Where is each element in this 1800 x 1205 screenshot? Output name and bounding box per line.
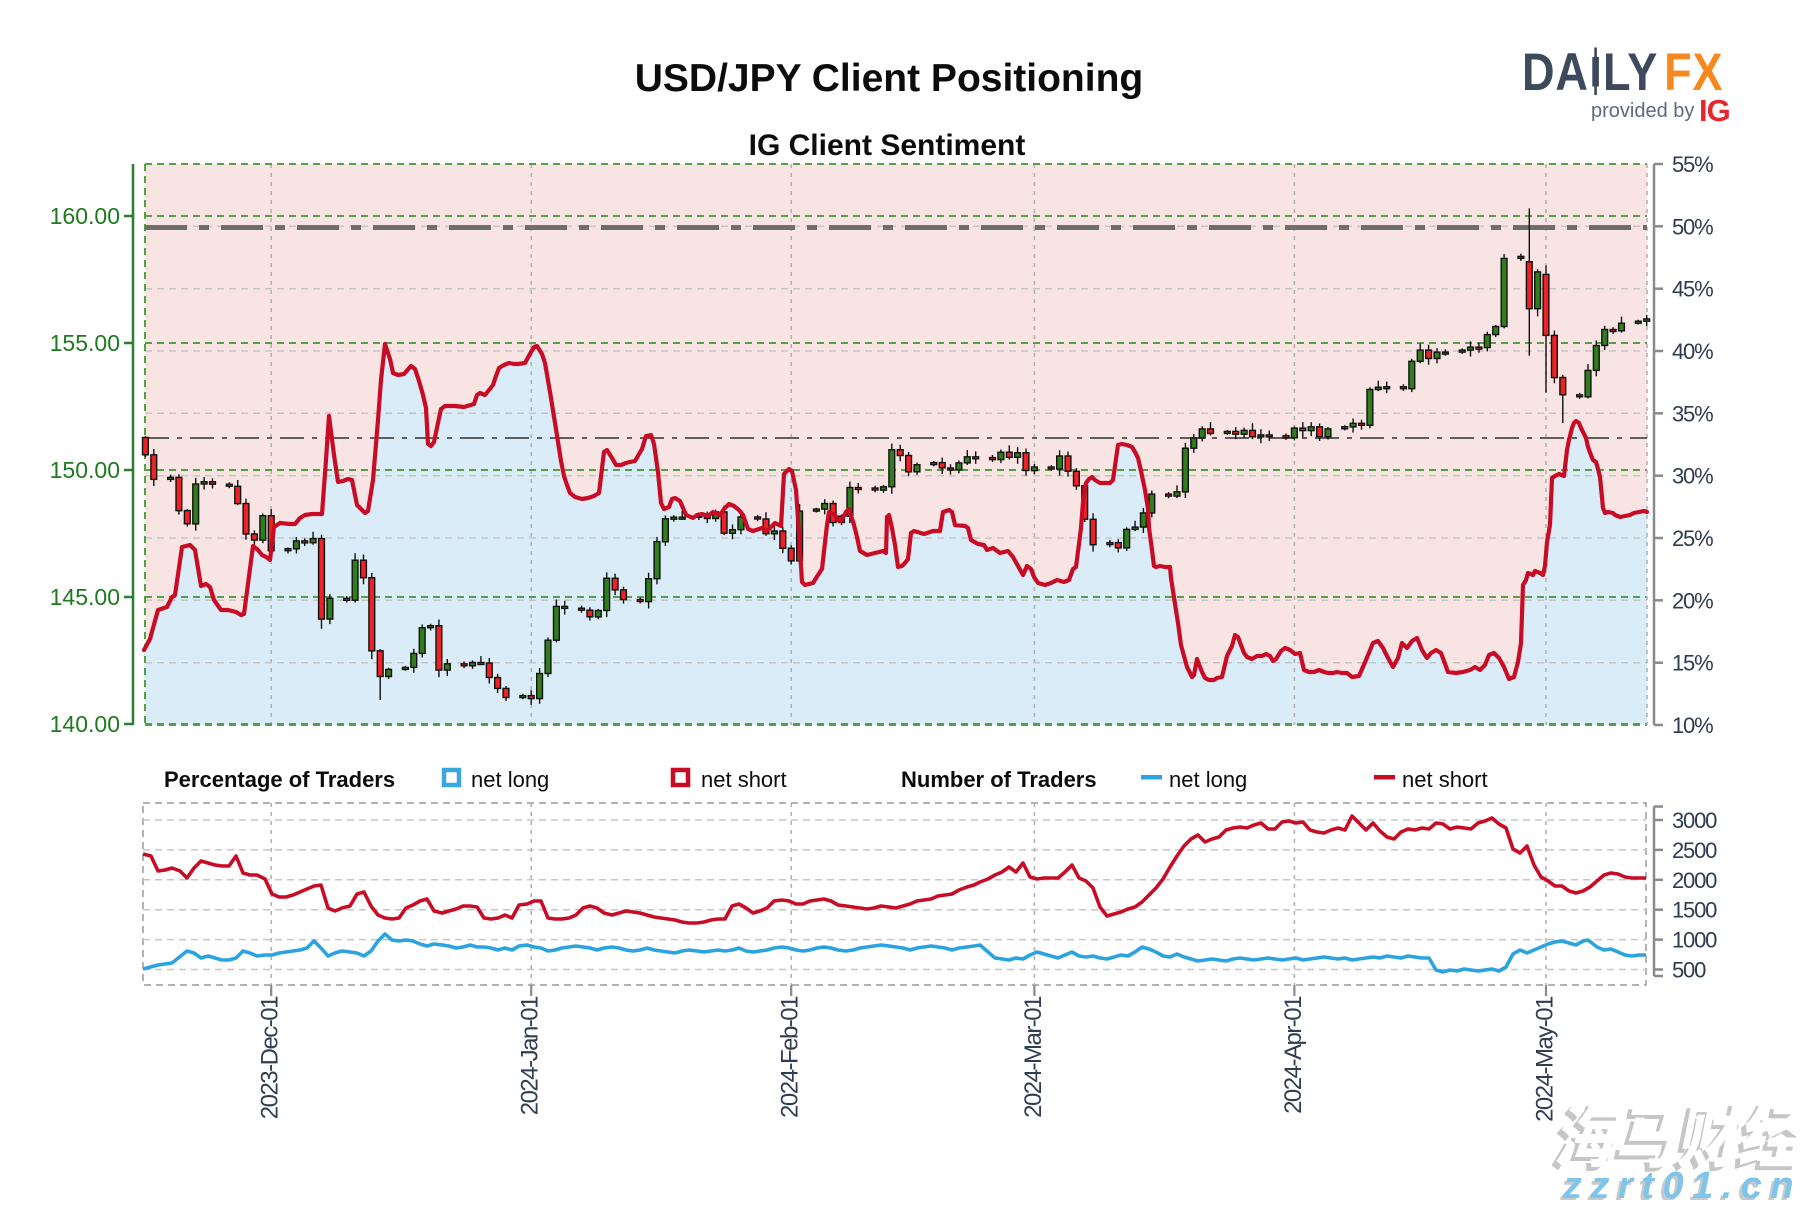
svg-text:15%: 15% [1672, 651, 1713, 676]
svg-text:50%: 50% [1672, 214, 1713, 239]
svg-text:net long: net long [1169, 767, 1247, 792]
svg-text:155.00: 155.00 [50, 330, 120, 356]
svg-text:provided by: provided by [1591, 100, 1694, 122]
svg-text:140.00: 140.00 [50, 711, 120, 737]
svg-text:10%: 10% [1672, 713, 1713, 738]
svg-text:USD/JPY Client Positioning: USD/JPY Client Positioning [635, 57, 1144, 100]
svg-text:145.00: 145.00 [50, 584, 120, 610]
svg-text:2024-May-01: 2024-May-01 [1532, 996, 1559, 1122]
svg-text:net long: net long [471, 767, 549, 792]
svg-text:2024-Mar-01: 2024-Mar-01 [1020, 996, 1047, 1118]
svg-text:Percentage of Traders: Percentage of Traders [164, 767, 395, 792]
svg-text:2000: 2000 [1672, 868, 1717, 893]
svg-text:1000: 1000 [1672, 928, 1717, 953]
svg-text:2500: 2500 [1672, 838, 1717, 863]
svg-text:500: 500 [1672, 958, 1706, 983]
svg-text:IG: IG [1699, 93, 1730, 128]
svg-text:1500: 1500 [1672, 898, 1717, 923]
svg-text:FX: FX [1664, 43, 1723, 102]
svg-text:30%: 30% [1672, 464, 1713, 489]
svg-text:2024-Jan-01: 2024-Jan-01 [517, 996, 544, 1115]
svg-text:2023-Dec-01: 2023-Dec-01 [257, 996, 284, 1119]
svg-text:35%: 35% [1672, 401, 1713, 426]
svg-text:2024-Feb-01: 2024-Feb-01 [777, 996, 804, 1118]
svg-text:LY: LY [1603, 43, 1658, 102]
svg-text:25%: 25% [1672, 526, 1713, 551]
svg-text:3000: 3000 [1672, 808, 1717, 833]
svg-text:IG Client Sentiment: IG Client Sentiment [749, 129, 1026, 162]
svg-text:net short: net short [701, 767, 787, 792]
svg-text:20%: 20% [1672, 588, 1713, 613]
svg-text:DA: DA [1522, 43, 1589, 102]
svg-text:net short: net short [1402, 767, 1488, 792]
svg-text:40%: 40% [1672, 339, 1713, 364]
svg-text:55%: 55% [1672, 152, 1713, 177]
svg-text:Number of Traders: Number of Traders [901, 767, 1097, 792]
svg-text:160.00: 160.00 [50, 203, 120, 229]
svg-text:45%: 45% [1672, 277, 1713, 302]
svg-text:zzrt01.cn: zzrt01.cn [1562, 1165, 1800, 1200]
svg-text:2024-Apr-01: 2024-Apr-01 [1280, 996, 1307, 1114]
svg-text:150.00: 150.00 [50, 457, 120, 483]
